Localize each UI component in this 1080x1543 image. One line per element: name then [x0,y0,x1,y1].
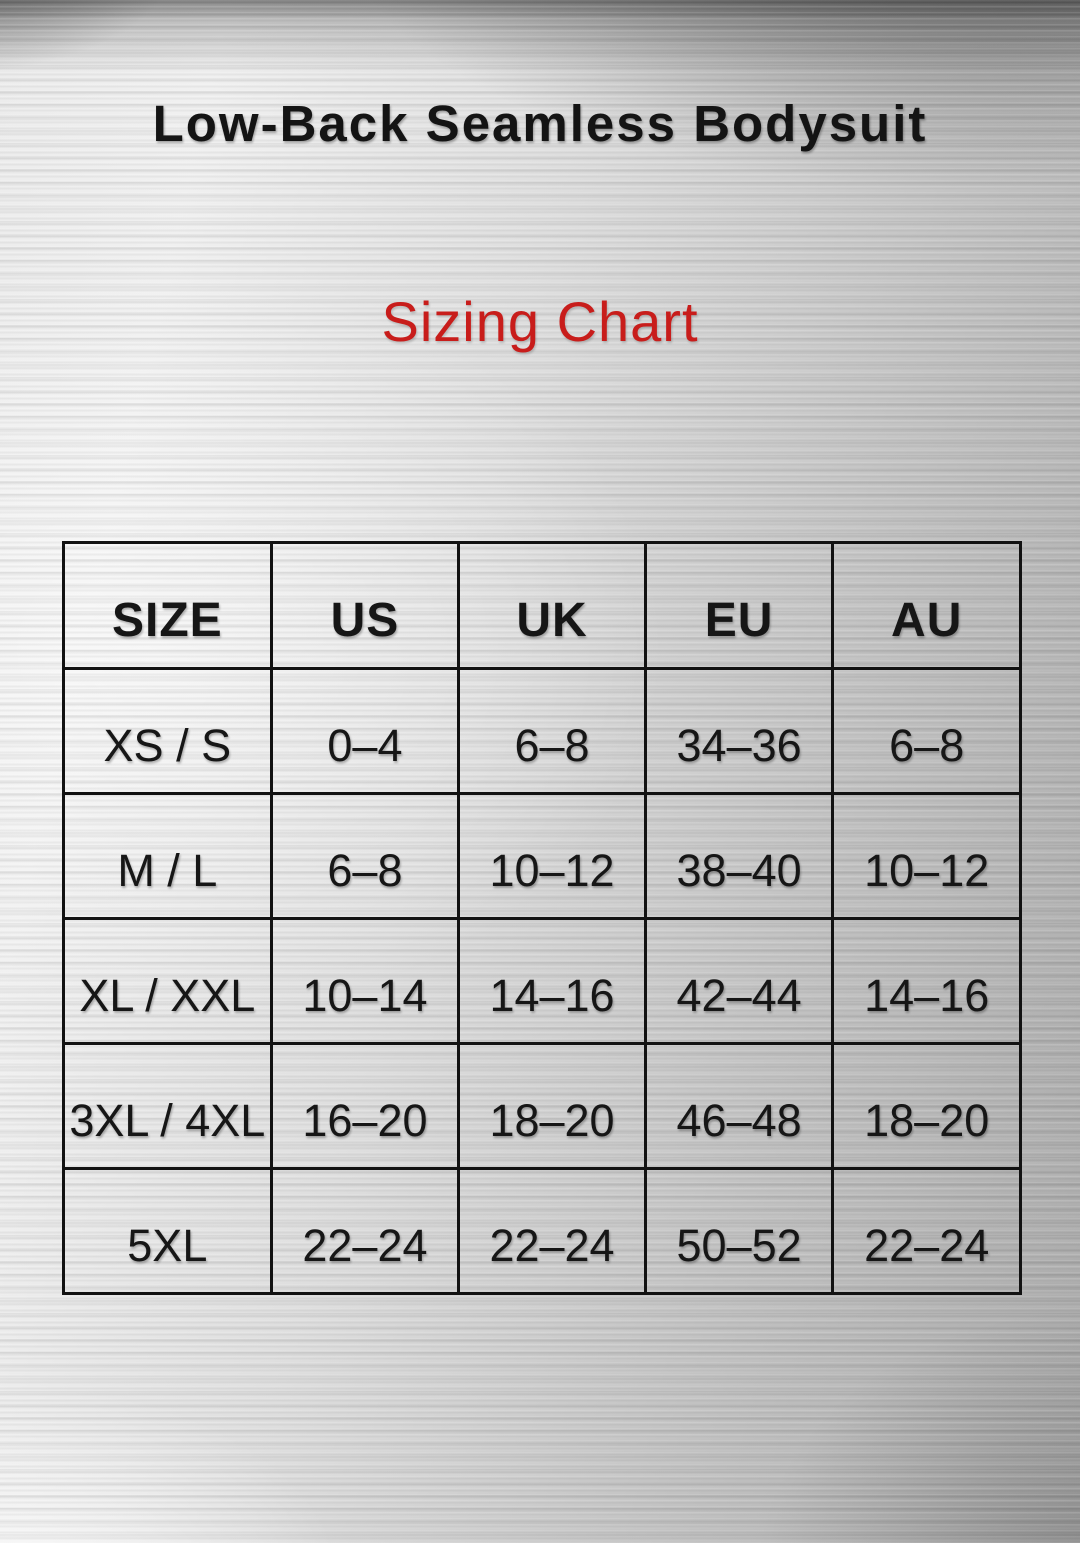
table-cell: 14–16 [457,917,647,1045]
table-cell: 18–20 [457,1042,647,1170]
table-cell: 42–44 [643,917,835,1045]
table-cell: 6–8 [831,667,1022,795]
table-cell: 38–40 [643,792,835,920]
table-cell: 6–8 [457,667,647,795]
table-row: XS / S 0–4 6–8 34–36 6–8 [62,667,1022,795]
table-row: 5XL 22–24 22–24 50–52 22–24 [62,1167,1022,1295]
table-cell: 5XL [62,1167,273,1295]
table-row: XL / XXL 10–14 14–16 42–44 14–16 [62,917,1022,1045]
table-cell: 22–24 [269,1167,461,1295]
table-cell: 46–48 [643,1042,835,1170]
table-cell: 18–20 [831,1042,1022,1170]
table-cell: 10–12 [831,792,1022,920]
table-cell: 0–4 [269,667,461,795]
header-cell-size: SIZE [62,541,273,670]
table-cell: 22–24 [457,1167,647,1295]
table-cell: 10–14 [269,917,461,1045]
sizing-chart-subtitle: Sizing Chart [381,290,699,353]
header-cell-au: AU [831,541,1022,670]
table-row: 3XL / 4XL 16–20 18–20 46–48 18–20 [62,1042,1022,1170]
table-cell: 16–20 [269,1042,461,1170]
table-cell: XS / S [62,667,273,795]
header-cell-uk: UK [457,541,647,670]
sizing-chart-table: SIZE US UK EU AU XS / S 0–4 6–8 34–36 6–… [62,541,1022,1295]
table-row: M / L 6–8 10–12 38–40 10–12 [62,792,1022,920]
table-cell: 50–52 [643,1167,835,1295]
table-cell: 14–16 [831,917,1022,1045]
table-cell: 22–24 [831,1167,1022,1295]
page-title: Low-Back Seamless Bodysuit [152,95,928,152]
table-cell: 3XL / 4XL [62,1042,273,1170]
table-cell: M / L [62,792,273,920]
table-cell: 6–8 [269,792,461,920]
table-cell: 10–12 [457,792,647,920]
table-cell: 34–36 [643,667,835,795]
table-cell: XL / XXL [62,917,273,1045]
header-cell-eu: EU [643,541,835,670]
table-header-row: SIZE US UK EU AU [62,541,1022,670]
header-cell-us: US [269,541,461,670]
